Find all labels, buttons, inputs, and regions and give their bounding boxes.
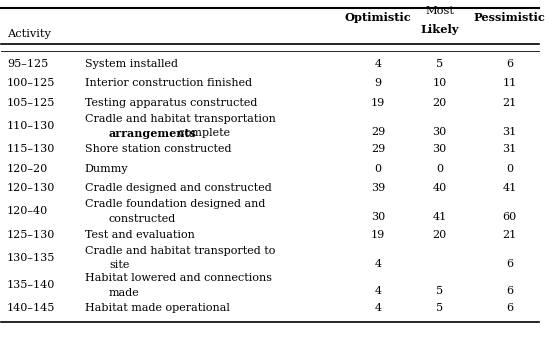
- Text: 130–135: 130–135: [7, 253, 55, 263]
- Text: 10: 10: [432, 78, 447, 88]
- Text: 6: 6: [506, 59, 513, 69]
- Text: 40: 40: [432, 183, 447, 193]
- Text: 4: 4: [374, 286, 382, 296]
- Text: constructed: constructed: [109, 214, 176, 224]
- Text: 0: 0: [506, 164, 513, 174]
- Text: Habitat made operational: Habitat made operational: [85, 304, 229, 314]
- Text: Cradle and habitat transported to: Cradle and habitat transported to: [85, 246, 275, 256]
- Text: 4: 4: [374, 304, 382, 314]
- Text: 20: 20: [432, 229, 447, 240]
- Text: 19: 19: [371, 98, 385, 108]
- Text: 31: 31: [503, 127, 517, 137]
- Text: 120–20: 120–20: [7, 164, 48, 174]
- Text: Dummy: Dummy: [85, 164, 128, 174]
- Text: 5: 5: [436, 286, 444, 296]
- Text: 120–40: 120–40: [7, 206, 48, 216]
- Text: 100–125: 100–125: [7, 78, 55, 88]
- Text: 30: 30: [432, 144, 447, 154]
- Text: 30: 30: [371, 212, 385, 222]
- Text: Interior construction finished: Interior construction finished: [85, 78, 252, 88]
- Text: Activity: Activity: [7, 28, 51, 39]
- Text: 4: 4: [374, 59, 382, 69]
- Text: 21: 21: [503, 98, 517, 108]
- Text: arrangements: arrangements: [109, 128, 197, 139]
- Text: 105–125: 105–125: [7, 98, 55, 108]
- Text: 0: 0: [374, 164, 382, 174]
- Text: 6: 6: [506, 304, 513, 314]
- Text: 6: 6: [506, 286, 513, 296]
- Text: 95–125: 95–125: [7, 59, 48, 69]
- Text: Cradle foundation designed and: Cradle foundation designed and: [85, 199, 265, 209]
- Text: 115–130: 115–130: [7, 144, 55, 154]
- Text: 29: 29: [371, 127, 385, 137]
- Text: Likely: Likely: [420, 24, 459, 35]
- Text: 60: 60: [503, 212, 517, 222]
- Text: Pessimistic: Pessimistic: [474, 12, 546, 23]
- Text: 20: 20: [432, 98, 447, 108]
- Text: 5: 5: [436, 59, 444, 69]
- Text: 5: 5: [436, 304, 444, 314]
- Text: Cradle and habitat transportation: Cradle and habitat transportation: [85, 114, 275, 124]
- Text: complete: complete: [175, 128, 229, 138]
- Text: 39: 39: [371, 183, 385, 193]
- Text: Habitat lowered and connections: Habitat lowered and connections: [85, 273, 272, 283]
- Text: 4: 4: [374, 259, 382, 269]
- Text: 135–140: 135–140: [7, 280, 55, 290]
- Text: 0: 0: [436, 164, 444, 174]
- Text: 140–145: 140–145: [7, 304, 55, 314]
- Text: 21: 21: [503, 229, 517, 240]
- Text: Test and evaluation: Test and evaluation: [85, 229, 195, 240]
- Text: 41: 41: [503, 183, 517, 193]
- Text: System installed: System installed: [85, 59, 178, 69]
- Text: Optimistic: Optimistic: [345, 12, 411, 23]
- Text: Cradle designed and constructed: Cradle designed and constructed: [85, 183, 272, 193]
- Text: site: site: [109, 260, 129, 270]
- Text: Testing apparatus constructed: Testing apparatus constructed: [85, 98, 257, 108]
- Text: Shore station constructed: Shore station constructed: [85, 144, 231, 154]
- Text: 120–130: 120–130: [7, 183, 55, 193]
- Text: 31: 31: [503, 144, 517, 154]
- Text: 125–130: 125–130: [7, 229, 55, 240]
- Text: 19: 19: [371, 229, 385, 240]
- Text: Most: Most: [425, 7, 454, 16]
- Text: 11: 11: [503, 78, 517, 88]
- Text: made: made: [109, 287, 140, 297]
- Text: 110–130: 110–130: [7, 121, 55, 131]
- Text: 29: 29: [371, 144, 385, 154]
- Text: 41: 41: [432, 212, 447, 222]
- Text: 9: 9: [374, 78, 382, 88]
- Text: 30: 30: [432, 127, 447, 137]
- Text: 6: 6: [506, 259, 513, 269]
